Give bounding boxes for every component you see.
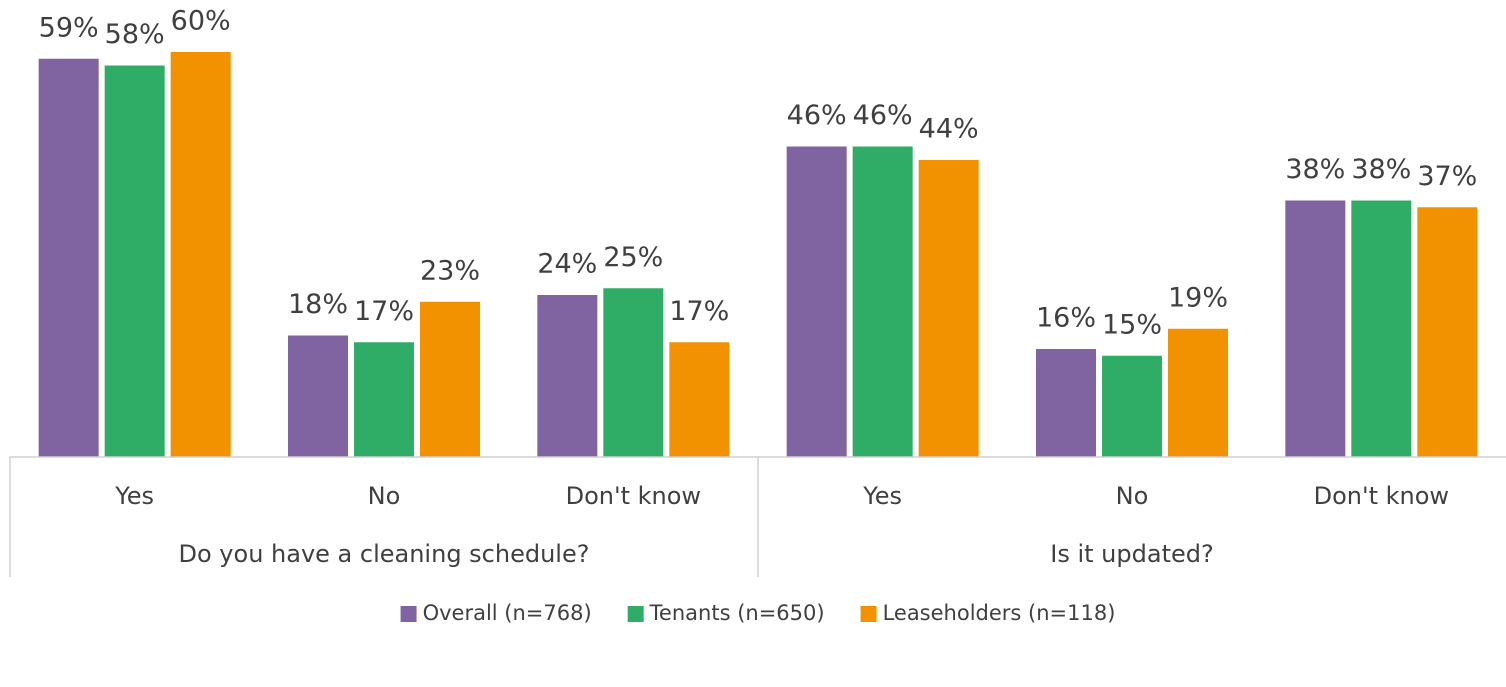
- value-label: 17%: [669, 296, 729, 327]
- bar: [354, 342, 414, 457]
- value-label: 58%: [105, 19, 165, 50]
- value-label: 17%: [354, 296, 414, 327]
- bar: [1285, 200, 1346, 457]
- bar: [786, 146, 847, 457]
- bar: [918, 160, 979, 457]
- x-tick-label: Don't know: [566, 482, 701, 510]
- bar: [288, 335, 348, 457]
- bar: [38, 58, 99, 457]
- legend-swatch: [860, 606, 877, 622]
- value-label: 60%: [171, 6, 231, 37]
- bar: [669, 342, 730, 457]
- bar: [1168, 328, 1228, 457]
- value-label: 59%: [39, 12, 99, 43]
- value-label: 24%: [537, 249, 597, 280]
- x-tick-label: Yes: [114, 482, 154, 510]
- x-tick-label: Don't know: [1314, 482, 1449, 510]
- value-label: 38%: [1351, 154, 1411, 185]
- x-tick-label: Yes: [862, 482, 902, 510]
- bar: [1036, 349, 1096, 457]
- value-label: 18%: [288, 289, 348, 320]
- x-tick-label: No: [368, 482, 401, 510]
- value-label: 15%: [1102, 309, 1162, 340]
- value-label: 37%: [1417, 161, 1477, 192]
- legend-label: Tenants (n=650): [649, 601, 825, 625]
- bar: [603, 288, 664, 457]
- value-label: 44%: [919, 114, 979, 145]
- value-label: 46%: [853, 100, 913, 131]
- value-label: 23%: [420, 255, 480, 286]
- legend-label: Leaseholders (n=118): [883, 601, 1116, 625]
- legend-swatch: [627, 606, 644, 622]
- group-label: Do you have a cleaning schedule?: [179, 540, 590, 568]
- legend-swatch: [400, 606, 417, 622]
- value-label: 38%: [1285, 154, 1345, 185]
- bar: [1102, 355, 1162, 457]
- bar: [852, 146, 913, 457]
- bar: [420, 301, 480, 457]
- group-label: Is it updated?: [1050, 540, 1213, 568]
- value-label: 25%: [603, 242, 663, 273]
- bar: [104, 65, 165, 457]
- bar: [170, 52, 231, 457]
- value-label: 46%: [787, 100, 847, 131]
- legend-label: Overall (n=768): [423, 601, 592, 625]
- bar: [1351, 200, 1412, 457]
- value-label: 16%: [1036, 303, 1096, 334]
- bar: [1417, 207, 1478, 457]
- bar: [537, 295, 598, 457]
- value-label: 19%: [1168, 282, 1228, 313]
- x-tick-label: No: [1116, 482, 1149, 510]
